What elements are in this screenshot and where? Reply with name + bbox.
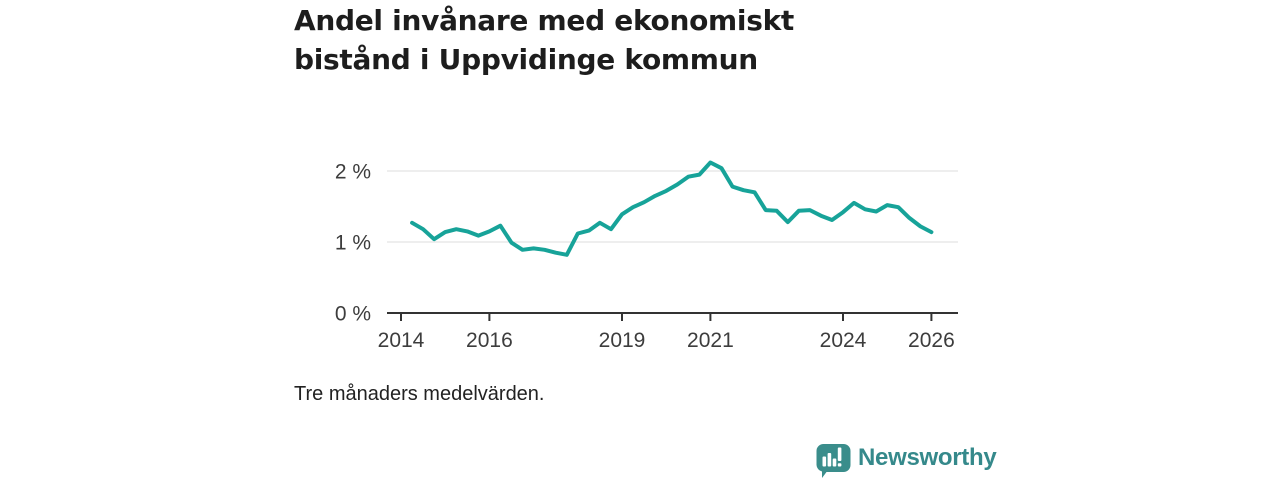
newsworthy-logo-link[interactable]: Newsworthy: [814, 441, 1074, 479]
x-axis-tick-label: 2026: [908, 329, 955, 352]
newsworthy-wordmark: Newsworthy: [858, 444, 997, 471]
exclamation-stem: [837, 447, 842, 461]
chart-title-line-1: Andel invånare med ekonomiskt: [294, 4, 795, 37]
y-axis-tick-label: 1 %: [335, 232, 371, 255]
exclamation-dot: [837, 462, 842, 466]
data-line-series: [410, 160, 934, 257]
chart-footnote: Tre månaders medelvärden.: [294, 383, 545, 405]
newsworthy-speech-bubble-chart-icon: [816, 443, 851, 478]
x-axis-tick-label: 2019: [599, 329, 646, 352]
x-axis-tick-label: 2024: [820, 329, 867, 352]
x-axis-tick-label: 2016: [466, 329, 513, 352]
chart-title-line-2: bistånd i Uppvidinge kommun: [294, 43, 758, 76]
x-axis-tick-label: 2021: [687, 329, 734, 352]
mini-bar-chart: [822, 447, 842, 466]
chart-title: Andel invånare med ekonomiskt bistånd i …: [294, 1, 934, 79]
y-axis-tick-label: 0 %: [335, 303, 371, 326]
x-axis-tick-label: 2014: [378, 329, 425, 352]
y-axis-tick-label: 2 %: [335, 161, 371, 184]
